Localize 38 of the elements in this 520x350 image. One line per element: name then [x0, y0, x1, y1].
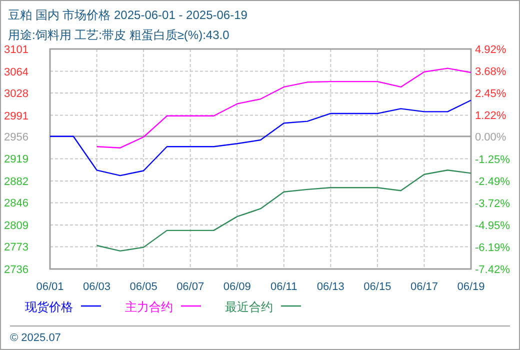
y2-tick-label: -4.95% — [475, 220, 510, 232]
y2-tick-label: 2.45% — [475, 88, 506, 100]
y-tick-label: 3064 — [4, 66, 28, 78]
y-tick-label: 3101 — [4, 44, 28, 56]
x-tick-label: 06/19 — [457, 281, 485, 293]
chart-title: 豆粕 国内 市场价格 2025-06-01 - 2025-06-19 — [8, 8, 248, 22]
y-tick-label: 2773 — [4, 242, 28, 254]
x-tick-label: 06/15 — [364, 281, 392, 293]
text: © 2025.07 — [10, 332, 61, 344]
chart-subtitle: 用途:饲料用 工艺:带皮 粗蛋白质≥(%):43.0 — [8, 28, 230, 42]
y2-tick-label: 3.68% — [475, 66, 506, 78]
y2-tick-label: 4.92% — [475, 44, 506, 56]
y-tick-label: 2846 — [4, 198, 28, 210]
legend-label: 最近合约 — [225, 300, 273, 314]
x-tick-label: 06/11 — [270, 281, 298, 293]
legend-label: 主力合约 — [125, 300, 173, 314]
x-tick-label: 06/03 — [83, 281, 111, 293]
y-tick-label: 2736 — [4, 264, 28, 276]
y-tick-label: 2882 — [4, 176, 28, 188]
y2-tick-label: -3.72% — [475, 198, 510, 210]
legend-label: 现货价格 — [25, 300, 73, 314]
x-tick-label: 06/05 — [130, 281, 158, 293]
y-tick-label: 2919 — [4, 154, 28, 166]
x-tick-label: 06/07 — [176, 281, 204, 293]
y-tick-label: 3028 — [4, 88, 28, 100]
y2-tick-label: 0.00% — [475, 132, 506, 144]
x-tick-label: 06/09 — [223, 281, 251, 293]
y-tick-label: 2809 — [4, 220, 28, 232]
y-tick-label: 2991 — [4, 110, 28, 122]
x-tick-label: 06/17 — [410, 281, 438, 293]
x-tick-label: 06/01 — [36, 281, 64, 293]
y-tick-label: 2956 — [4, 131, 28, 144]
y2-tick-label: -6.19% — [475, 242, 510, 254]
y2-tick-label: -7.42% — [475, 264, 510, 276]
y2-tick-label: -1.25% — [475, 154, 510, 166]
y2-tick-label: 1.22% — [475, 110, 506, 122]
x-tick-label: 06/13 — [316, 281, 344, 293]
y2-tick-label: -2.49% — [475, 176, 510, 188]
